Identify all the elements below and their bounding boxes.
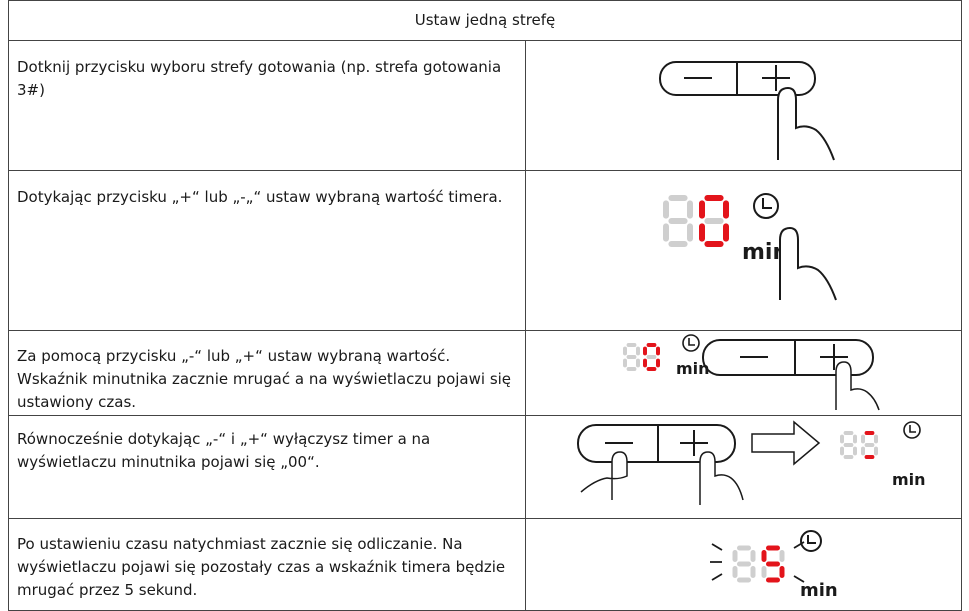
unit-label: min [892,470,926,489]
blink-rays [710,541,805,583]
seven-seg [663,195,729,247]
clock-icon [807,535,816,544]
arrow-icon [751,420,821,466]
hand-icon [777,86,835,161]
hand-icon [835,361,880,411]
icon-line [762,65,790,91]
row-text: Za pomocą przycisku „-“ lub „+“ ustaw wy… [17,347,512,411]
unit-label: min [676,359,710,378]
icon-line [740,344,848,370]
clock-icon [762,198,772,209]
clock-icon [688,338,695,346]
clock-icon [909,425,916,433]
hand-icon [779,226,837,301]
seven-seg [732,545,785,583]
row-text: Dotknij przycisku wyboru strefy gotowani… [17,58,502,99]
row-text: Po ustawieniu czasu natychmiast zacznie … [17,535,506,599]
clock-icon [682,334,700,352]
hand-icon [580,451,628,500]
icon-line [605,430,708,456]
header-title: Ustaw jedną strefę [414,11,556,29]
clock-icon [800,530,822,552]
row-text: Dotykając przycisku „+“ lub „-„“ ustaw w… [17,188,503,206]
button-icon [702,339,874,376]
clock-icon [753,193,779,219]
hand-icon [699,451,744,505]
seven-seg [840,431,878,459]
unit-label: min [800,580,838,601]
seven-seg [623,343,660,371]
clock-icon [903,421,921,439]
button-icon [577,424,736,463]
row-text: Równocześnie dotykając „-“ i „+“ wyłączy… [17,430,431,471]
